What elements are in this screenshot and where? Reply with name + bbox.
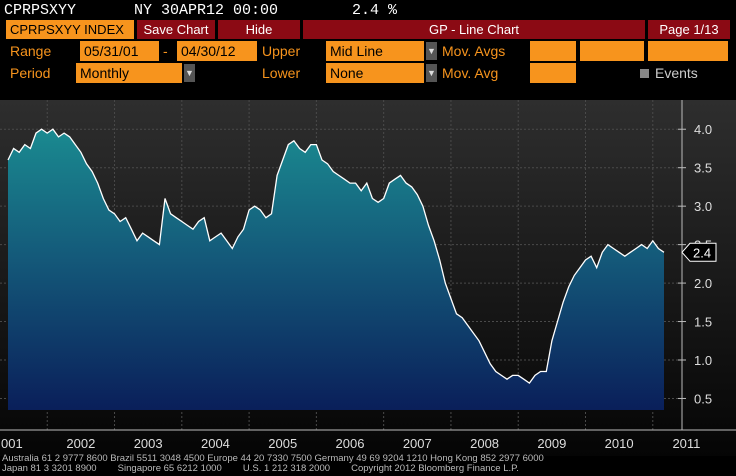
chart-title: GP - Line Chart xyxy=(303,20,645,39)
y-tick-label: 1.5 xyxy=(694,315,712,330)
last-value: 2.4 % xyxy=(352,2,398,19)
page-indicator[interactable]: Page 1/13 xyxy=(648,20,730,39)
period-label: Period xyxy=(10,65,51,81)
x-tick-label: 2010 xyxy=(605,436,634,451)
x-tick-label: 2002 xyxy=(66,436,95,451)
x-tick-label: 2011 xyxy=(672,436,700,451)
y-tick-label: 0.5 xyxy=(694,391,712,406)
last-value-label: 2.4 xyxy=(681,242,717,262)
mov-avg-label: Mov. Avg xyxy=(442,65,499,81)
x-tick-label: 001 xyxy=(1,436,23,451)
x-tick-label: 2007 xyxy=(403,436,432,451)
mov-avg-field-3[interactable] xyxy=(648,41,728,61)
x-axis: 001 2002 2003 2004 2005 2006 2007 2008 2009 2010 2… xyxy=(0,429,736,451)
events-checkbox[interactable] xyxy=(640,69,649,78)
series-line xyxy=(7,128,665,384)
mov-avgs-label: Mov. Avgs xyxy=(442,43,506,59)
tab-bar: CPRPSXYY INDEX Save Chart Hide GP - Line… xyxy=(0,20,736,40)
mov-avg-field-2[interactable] xyxy=(580,41,644,61)
security-field[interactable]: CPRPSXYY INDEX xyxy=(6,20,134,39)
y-tick-label: 2.0 xyxy=(694,276,712,291)
y-tick-label: 3.5 xyxy=(694,161,712,176)
timestamp: NY 30APR12 00:00 xyxy=(134,2,279,19)
footer-line-2: Japan 81 3 3201 8900 Singapore 65 6212 1… xyxy=(2,463,519,474)
x-tick-label: 2006 xyxy=(336,436,365,451)
range-end-field[interactable]: 04/30/12 xyxy=(177,41,257,61)
range-separator: - xyxy=(163,43,168,59)
last-value-text: 2.4 xyxy=(693,245,711,260)
y-tick-label: 4.0 xyxy=(694,122,712,137)
save-chart-button[interactable]: Save Chart xyxy=(137,20,215,39)
lower-label: Lower xyxy=(262,65,301,81)
x-tick-label: 2009 xyxy=(537,436,566,451)
events-label: Events xyxy=(655,65,698,81)
y-tick-label: 1.0 xyxy=(694,353,712,368)
lower-dropdown-arrow-icon[interactable]: ▼ xyxy=(426,64,437,82)
footer: Australia 61 2 9777 8600 Brazil 5511 304… xyxy=(0,454,736,476)
period-dropdown-arrow-icon[interactable]: ▼ xyxy=(184,64,195,82)
upper-label: Upper xyxy=(262,43,301,59)
y-tick-label: 3.0 xyxy=(694,199,712,214)
range-start-field[interactable]: 05/31/01 xyxy=(80,41,159,61)
x-tick-label: 2003 xyxy=(134,436,163,451)
x-tick-label: 2008 xyxy=(470,436,499,451)
period-dropdown[interactable]: Monthly xyxy=(76,63,182,83)
area-fill xyxy=(8,129,664,410)
mov-avg-field-4[interactable] xyxy=(530,63,576,83)
status-bar: CPRPSXYY NY 30APR12 00:00 2.4 % xyxy=(0,0,736,20)
upper-dropdown[interactable]: Mid Line xyxy=(326,41,424,61)
range-label: Range xyxy=(10,43,52,59)
line-chart: 0.51.01.52.02.53.03.54.0 001200220032004… xyxy=(0,100,736,456)
lower-dropdown[interactable]: None xyxy=(326,63,424,83)
ticker-symbol: CPRPSXYY xyxy=(4,2,77,19)
upper-dropdown-arrow-icon[interactable]: ▼ xyxy=(426,42,437,60)
x-tick-label: 2005 xyxy=(268,436,297,451)
footer-line-1: Australia 61 2 9777 8600 Brazil 5511 304… xyxy=(2,453,544,464)
last-value-marker xyxy=(681,242,717,262)
mov-avg-field-1[interactable] xyxy=(530,41,576,61)
x-tick-label: 2004 xyxy=(201,436,230,451)
hide-button[interactable]: Hide xyxy=(218,20,300,39)
